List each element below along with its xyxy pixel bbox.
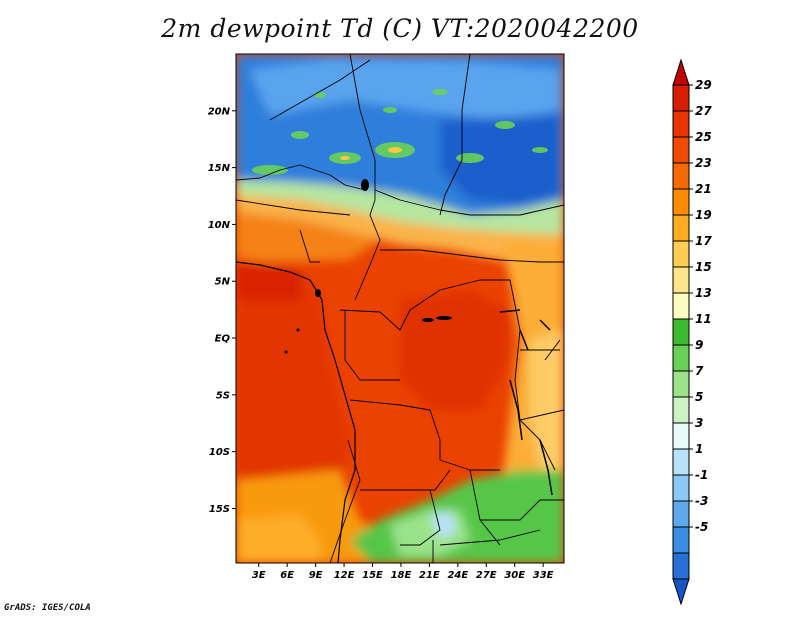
colorbar-label: 11 [695,312,712,326]
lat-label: 5N [215,277,231,288]
lat-label: 15S [209,504,230,515]
lon-label: 15E [362,570,383,581]
map-title: 2m dewpoint Td (C) VT:2020042200 [161,14,639,43]
colorbar-top-arrow [672,58,690,86]
lon-label: 24E [447,570,468,581]
colorbar-label: -1 [695,468,708,482]
lat-label: 5S [216,390,230,401]
colorbar-box [672,84,690,112]
colorbar-box [672,292,690,320]
colorbar-label: -5 [695,520,708,534]
credit-label: GrADS: IGES/COLA [4,603,91,613]
lon-label: 9E [309,570,323,581]
lon-label: 12E [334,570,355,581]
lon-label: 27E [476,570,497,581]
colorbar-label: 17 [695,234,712,248]
colorbar-box [672,240,690,268]
colorbar-box [672,266,690,294]
lat-label: 10S [209,447,230,458]
colorbar-box [672,422,690,450]
lat-label: 20N [208,106,231,117]
longitude-axis: 3E 6E 9E 12E 15E 18E 21E 24E 27E 30E 33E [252,563,554,581]
colorbar-box [672,500,690,528]
colorbar-label: 29 [695,78,712,92]
colorbar-label: 19 [695,208,712,222]
colorbar-box [672,474,690,502]
lat-label: EQ [215,334,231,345]
colorbar-box [672,188,690,216]
colorbar-bottom-arrow [672,578,690,606]
colorbar-label: 27 [695,104,712,118]
colorbar: 29 27 25 23 21 19 17 15 13 11 9 7 5 3 1 -1 -3 -5 [672,58,712,606]
colorbar-label: 25 [695,130,712,144]
colorbar-box [672,110,690,138]
colorbar-box [672,136,690,164]
lon-label: 18E [391,570,412,581]
colorbar-label: 15 [695,260,712,274]
colorbar-box [672,318,690,346]
colorbar-label: -3 [695,494,708,508]
colorbar-label: 13 [695,286,712,300]
colorbar-label: 1 [695,442,703,456]
colorbar-label: 9 [695,338,703,352]
colorbar-label: 7 [695,364,704,378]
colorbar-label: 3 [695,416,703,430]
colorbar-box [672,214,690,242]
colorbar-box [672,448,690,476]
lat-label: 10N [208,220,231,231]
colorbar-box [672,552,690,580]
lon-label: 30E [504,570,525,581]
dewpoint-field [236,54,564,563]
colorbar-label: 21 [695,182,712,196]
colorbar-label: 5 [695,390,703,404]
colorbar-box [672,396,690,424]
lon-label: 6E [280,570,294,581]
colorbar-box [672,526,690,554]
latitude-axis: 20N 15N 10N 5N EQ 5S 10S 15S [208,106,236,515]
colorbar-label: 23 [695,156,712,170]
colorbar-box [672,344,690,372]
lon-label: 33E [533,570,554,581]
lon-label: 21E [419,570,440,581]
lon-label: 3E [252,570,266,581]
colorbar-box [672,162,690,190]
lat-label: 15N [208,163,231,174]
colorbar-box [672,370,690,398]
